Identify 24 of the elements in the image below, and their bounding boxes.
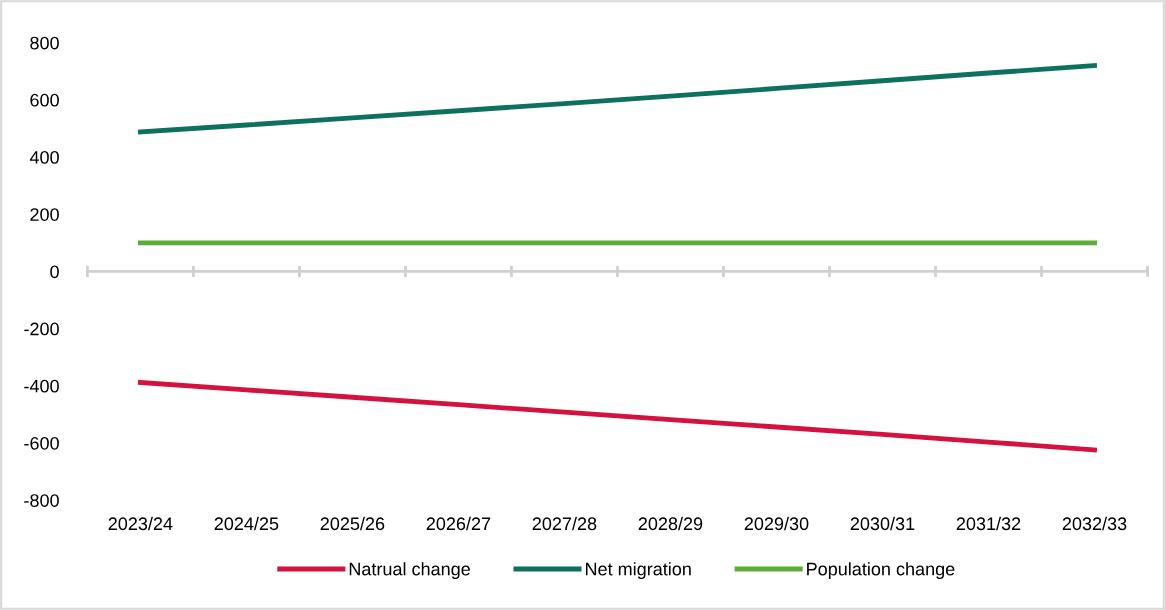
legend-label: Natrual change (349, 562, 470, 580)
x-tick-label: 2026/27 (426, 516, 491, 531)
x-tick-label: 2024/25 (214, 516, 279, 531)
x-tick-label: 2023/24 (108, 516, 173, 531)
y-tick-label: -400 (24, 379, 59, 393)
y-tick-label: -600 (24, 436, 59, 450)
y-tick-label: 600 (30, 93, 59, 107)
y-tick-label: 800 (30, 36, 59, 50)
y-tick-label: -200 (24, 322, 59, 336)
legend-label: Net migration (585, 562, 691, 580)
x-tick-label: 2032/33 (1062, 516, 1127, 531)
line-series (137, 63, 1097, 135)
legend-label: Population change (807, 562, 955, 580)
x-tick-label: 2028/29 (638, 516, 703, 531)
x-tick-label: 2030/31 (850, 516, 915, 531)
x-tick-label: 2025/26 (320, 516, 385, 531)
y-tick-label: 200 (30, 208, 59, 221)
y-tick-label: 0 (50, 265, 59, 279)
x-tick-label: 2031/32 (956, 516, 1021, 531)
line-series (137, 379, 1097, 453)
y-tick-label: -800 (24, 494, 59, 507)
x-tick-label: 2029/30 (744, 516, 809, 531)
x-tick-label: 2027/28 (532, 516, 597, 531)
y-tick-label: 400 (29, 151, 59, 164)
